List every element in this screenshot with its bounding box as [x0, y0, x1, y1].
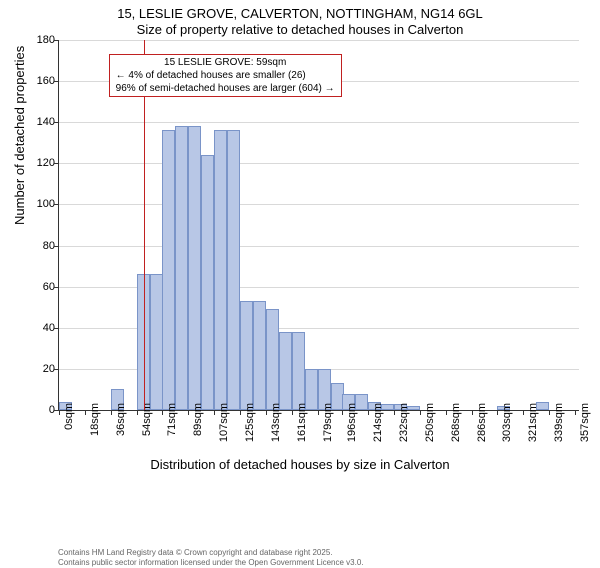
y-tick-mark	[54, 246, 59, 247]
x-tick-label: 196sqm	[346, 403, 358, 458]
plot-area: 0204060801001201401601800sqm18sqm36sqm54…	[58, 40, 579, 411]
y-tick-label: 60	[27, 281, 55, 293]
footer-line1: Contains HM Land Registry data © Crown c…	[58, 548, 364, 558]
y-tick-label: 140	[27, 116, 55, 128]
x-tick-mark	[240, 410, 241, 415]
x-tick-mark	[523, 410, 524, 415]
x-tick-mark	[111, 410, 112, 415]
y-tick-mark	[54, 122, 59, 123]
x-tick-mark	[137, 410, 138, 415]
x-tick-label: 71sqm	[166, 403, 178, 458]
x-tick-label: 18sqm	[89, 403, 101, 458]
x-tick-mark	[266, 410, 267, 415]
chart-title-sub: Size of property relative to detached ho…	[0, 22, 600, 37]
y-tick-label: 0	[27, 404, 55, 416]
x-tick-mark	[575, 410, 576, 415]
y-tick-mark	[54, 40, 59, 41]
chart-container: 15, LESLIE GROVE, CALVERTON, NOTTINGHAM,…	[0, 0, 600, 500]
y-tick-label: 20	[27, 363, 55, 375]
annotation-line: ← 4% of detached houses are smaller (26)	[116, 69, 335, 82]
x-tick-mark	[318, 410, 319, 415]
x-tick-mark	[472, 410, 473, 415]
x-tick-label: 179sqm	[322, 403, 334, 458]
y-tick-mark	[54, 163, 59, 164]
footer-line2: Contains public sector information licen…	[58, 558, 364, 568]
x-tick-label: 54sqm	[141, 403, 153, 458]
x-tick-mark	[214, 410, 215, 415]
histogram-bar	[214, 130, 227, 410]
histogram-bar	[292, 332, 305, 410]
x-tick-label: 161sqm	[296, 403, 308, 458]
x-tick-mark	[368, 410, 369, 415]
histogram-bar	[188, 126, 201, 410]
x-tick-label: 339sqm	[553, 403, 565, 458]
x-tick-mark	[59, 410, 60, 415]
histogram-bar	[253, 301, 266, 410]
x-tick-label: 0sqm	[63, 403, 75, 458]
x-tick-mark	[162, 410, 163, 415]
x-tick-label: 107sqm	[218, 403, 230, 458]
histogram-bar	[201, 155, 214, 410]
x-tick-mark	[394, 410, 395, 415]
x-tick-label: 232sqm	[398, 403, 410, 458]
chart-title-main: 15, LESLIE GROVE, CALVERTON, NOTTINGHAM,…	[0, 6, 600, 21]
gridline	[59, 122, 579, 123]
y-tick-label: 100	[27, 198, 55, 210]
y-tick-mark	[54, 204, 59, 205]
x-tick-mark	[342, 410, 343, 415]
gridline	[59, 246, 579, 247]
footer-text: Contains HM Land Registry data © Crown c…	[58, 548, 364, 568]
y-tick-mark	[54, 369, 59, 370]
y-axis-title: Number of detached properties	[12, 46, 27, 225]
x-tick-label: 125sqm	[244, 403, 256, 458]
x-tick-mark	[188, 410, 189, 415]
y-tick-mark	[54, 328, 59, 329]
histogram-bar	[266, 309, 279, 410]
x-tick-label: 286sqm	[476, 403, 488, 458]
x-tick-mark	[446, 410, 447, 415]
gridline	[59, 163, 579, 164]
histogram-bar	[175, 126, 188, 410]
x-tick-label: 357sqm	[579, 403, 591, 458]
x-tick-mark	[497, 410, 498, 415]
y-tick-label: 80	[27, 240, 55, 252]
x-tick-label: 303sqm	[501, 403, 513, 458]
annotation-line: 96% of semi-detached houses are larger (…	[116, 82, 335, 95]
annotation-box: 15 LESLIE GROVE: 59sqm← 4% of detached h…	[109, 54, 342, 97]
x-tick-label: 89sqm	[192, 403, 204, 458]
y-tick-label: 120	[27, 157, 55, 169]
y-tick-mark	[54, 81, 59, 82]
x-tick-mark	[292, 410, 293, 415]
x-tick-label: 143sqm	[270, 403, 282, 458]
histogram-bar	[227, 130, 240, 410]
annotation-line: 15 LESLIE GROVE: 59sqm	[116, 56, 335, 69]
x-tick-label: 214sqm	[372, 403, 384, 458]
y-tick-label: 160	[27, 75, 55, 87]
y-tick-mark	[54, 287, 59, 288]
x-tick-label: 321sqm	[527, 403, 539, 458]
y-tick-label: 40	[27, 322, 55, 334]
x-tick-label: 268sqm	[450, 403, 462, 458]
x-tick-mark	[549, 410, 550, 415]
gridline	[59, 204, 579, 205]
histogram-bar	[279, 332, 292, 410]
x-tick-label: 250sqm	[424, 403, 436, 458]
x-axis-title: Distribution of detached houses by size …	[0, 457, 600, 472]
histogram-bar	[240, 301, 253, 410]
x-tick-mark	[85, 410, 86, 415]
y-tick-label: 180	[27, 34, 55, 46]
gridline	[59, 40, 579, 41]
x-tick-label: 36sqm	[115, 403, 127, 458]
histogram-bar	[162, 130, 175, 410]
x-tick-mark	[420, 410, 421, 415]
